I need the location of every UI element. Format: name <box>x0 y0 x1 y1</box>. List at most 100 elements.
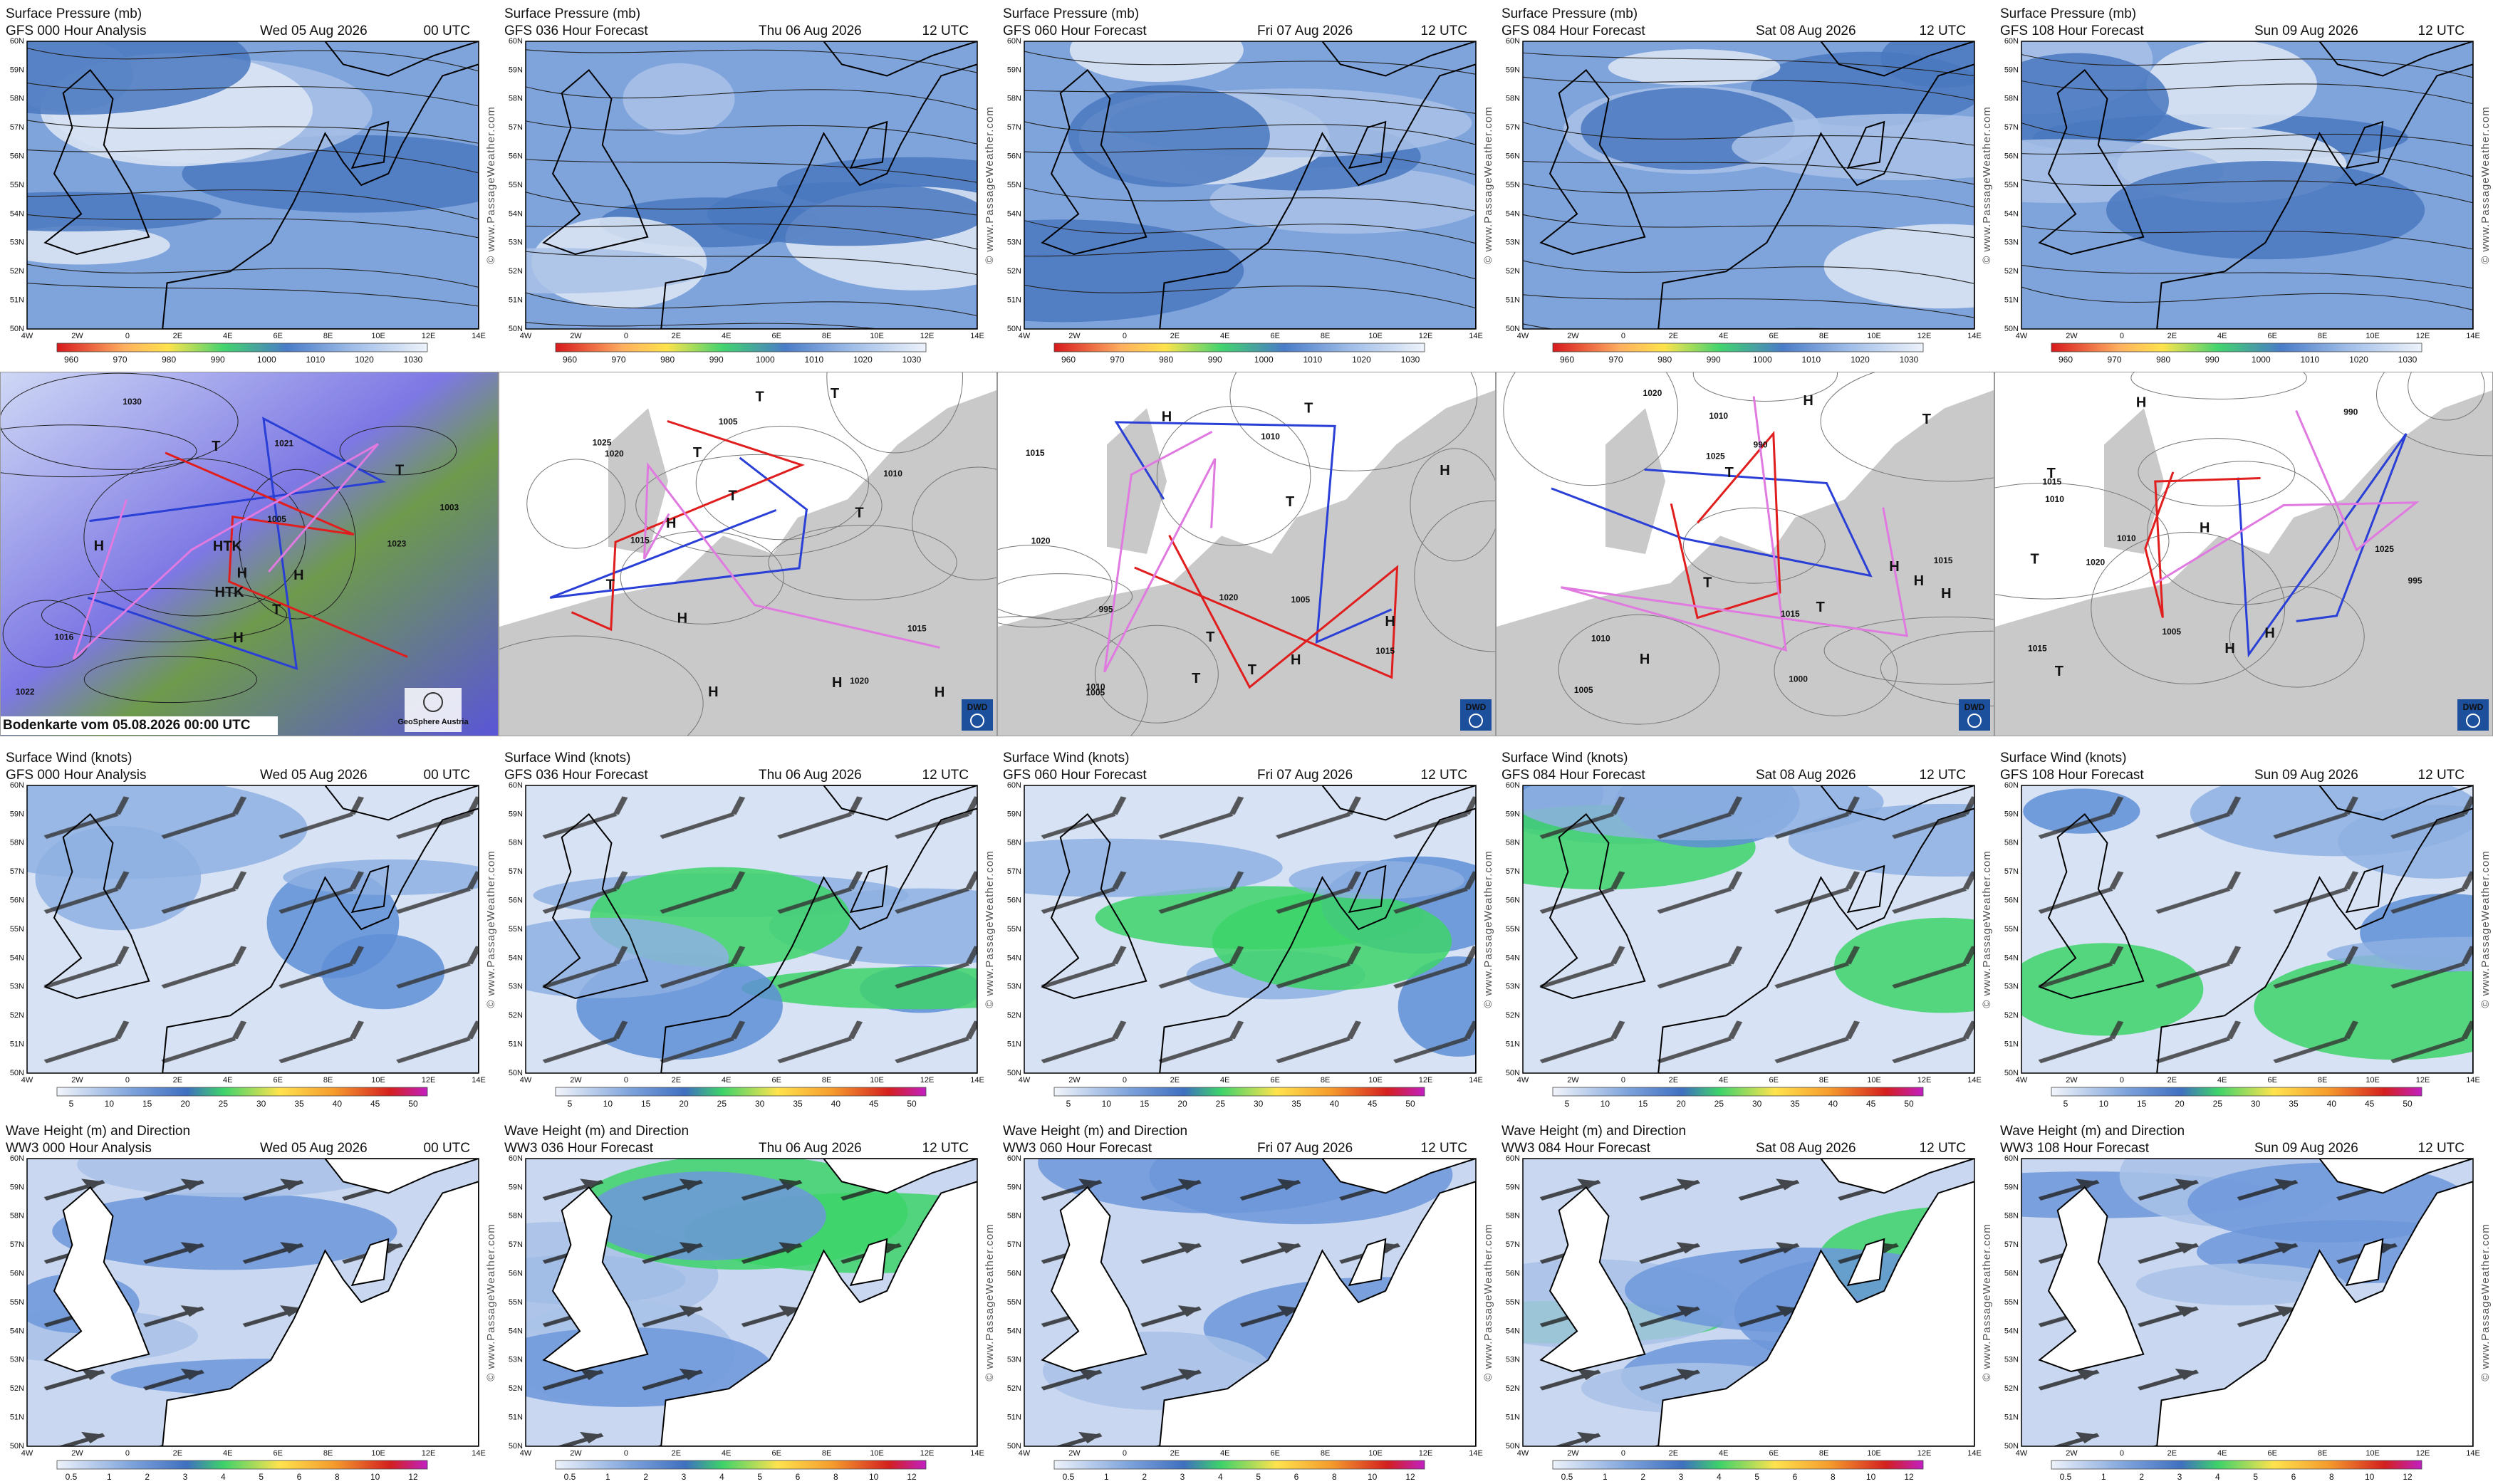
land <box>997 390 1496 736</box>
map <box>1024 1159 1476 1446</box>
colorbar-label: 10 <box>105 1099 115 1109</box>
panel-frame <box>1496 372 1994 736</box>
field-shade <box>1880 41 1974 88</box>
lat-label: 58N <box>1007 1212 1021 1221</box>
panel-title: Surface Pressure (mb) <box>504 6 640 21</box>
map <box>1523 41 1974 329</box>
lat-label: 57N <box>10 123 24 132</box>
pressure-center: 1010 <box>2045 494 2064 504</box>
pressure-center: 1005 <box>1291 595 1311 605</box>
lat-label: 51N <box>1007 296 1021 305</box>
isobar <box>2021 54 2473 77</box>
lat-label: 53N <box>1007 1356 1021 1364</box>
map-frame <box>525 785 978 1074</box>
field-shade <box>623 63 735 135</box>
panel-date: Wed 05 Aug 2026 <box>260 1141 368 1156</box>
pressure-center: 1015 <box>1781 609 1800 619</box>
lat-label: 53N <box>10 1356 24 1364</box>
colorbar-label: 10 <box>1866 1472 1876 1482</box>
pressure-center: 1016 <box>55 632 74 642</box>
lat-label: 54N <box>1506 209 1520 218</box>
colorbar-label: 50 <box>408 1099 418 1109</box>
pressure-center: 1005 <box>719 417 738 427</box>
colorbar-label: 50 <box>1904 1099 1914 1109</box>
lat-label: 52N <box>509 1011 523 1020</box>
lon-label: 12E <box>422 332 436 340</box>
logo-mark <box>1469 714 1483 728</box>
colorbar <box>56 1087 428 1097</box>
lon-label: 14E <box>970 332 984 340</box>
field-shade <box>2106 161 2425 260</box>
colorbar-label: 990 <box>1208 355 1222 365</box>
lat-label: 58N <box>10 95 24 103</box>
pressure-center: 1020 <box>2086 558 2105 568</box>
lat-label: 57N <box>509 867 523 876</box>
isobar <box>2021 179 2473 202</box>
colorbar-label: 1000 <box>1254 355 1274 365</box>
lat-label: 59N <box>2004 810 2019 818</box>
pressure-center: H <box>1385 614 1395 629</box>
pressure-center: T <box>2055 664 2063 679</box>
lat-label: 60N <box>509 1154 523 1163</box>
lon-label: 6E <box>273 1449 282 1458</box>
lon-label: 2E <box>173 1076 182 1085</box>
front <box>1561 397 1907 650</box>
map <box>526 785 977 1073</box>
panel-date: Thu 06 Aug 2026 <box>759 1141 862 1156</box>
isobar <box>2091 532 2285 684</box>
analysis-panel: T 1010 T 1015 H T 1020 1005 T H H 1025 T H 1020 T H 1015 D… <box>448 372 997 770</box>
colorbar-label: 12 <box>408 1472 418 1482</box>
colorbar-label: 15 <box>1638 1099 1648 1109</box>
isobar <box>448 636 703 770</box>
colorbar-label: 5 <box>69 1099 74 1109</box>
lat-label: 54N <box>1007 953 1021 962</box>
isobar <box>1024 122 1476 145</box>
lon-label: 2W <box>1068 1076 1081 1085</box>
land <box>608 408 668 554</box>
lat-label: 56N <box>1007 897 1021 905</box>
isobar <box>27 190 479 219</box>
colorbar-label: 30 <box>1752 1099 1762 1109</box>
pressure-center: T <box>1703 575 1712 590</box>
forecast-panel: Surface Wind (knots) GFS 000 Hour Analysi… <box>6 751 497 1109</box>
colorbar-label: 25 <box>219 1099 229 1109</box>
lat-label: 57N <box>2004 867 2019 876</box>
isobar <box>526 121 977 144</box>
lon-label: 2W <box>71 332 83 340</box>
isobar <box>526 192 977 215</box>
panel-frame <box>997 372 1496 736</box>
isobar <box>2021 287 2473 310</box>
panel-time: 12 UTC <box>2418 768 2465 783</box>
isobar <box>1523 77 1974 100</box>
lat-label: 55N <box>10 181 24 189</box>
lat-label: 52N <box>2004 1011 2019 1020</box>
lon-label: 2W <box>1567 1076 1579 1085</box>
map-frame <box>2021 785 2474 1074</box>
lat-label: 52N <box>10 267 24 276</box>
colorbar-label: 1 <box>107 1472 112 1482</box>
colorbar-label: 1030 <box>404 355 423 365</box>
front <box>550 458 806 598</box>
pressure-center: T <box>1922 412 1931 427</box>
lon-label: 2W <box>570 1076 582 1085</box>
front <box>1551 469 1870 575</box>
lat-label: 50N <box>10 1069 24 1077</box>
colorbar-label: 30 <box>755 1099 765 1109</box>
direction-arrows <box>526 785 977 1073</box>
pressure-center: 1025 <box>1706 451 1725 461</box>
lat-label: 57N <box>1007 867 1021 876</box>
colorbar-label: 30 <box>1254 1099 1264 1109</box>
coastline <box>543 70 647 254</box>
panel-model: WW3 060 Hour Forecast <box>1003 1141 1152 1156</box>
coastline <box>2157 808 2473 1073</box>
coastline <box>1160 808 1476 1073</box>
lat-label: 56N <box>10 1270 24 1278</box>
lat-label: 53N <box>509 1356 523 1364</box>
colorbar-label: 1 <box>605 1472 610 1482</box>
isobar <box>27 214 479 237</box>
isobar <box>0 373 238 469</box>
isobar <box>1024 90 1476 113</box>
direction-arrows <box>1523 785 1974 1073</box>
colorbar-label: 3 <box>682 1472 687 1482</box>
pressure-center: H <box>1291 652 1301 668</box>
